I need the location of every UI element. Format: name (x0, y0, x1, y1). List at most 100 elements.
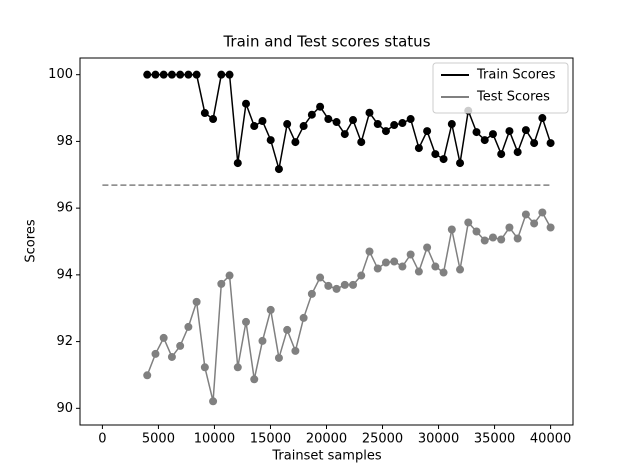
y-tick-label: 92 (56, 334, 73, 349)
data-point (456, 159, 465, 168)
data-point (497, 235, 506, 244)
legend-label: Test Scores (476, 90, 550, 105)
data-point (447, 120, 456, 129)
x-tick-label: 10000 (194, 432, 235, 447)
data-point (431, 262, 440, 271)
data-point (357, 138, 366, 147)
x-tick-label: 20000 (306, 432, 347, 447)
data-point (365, 108, 374, 117)
data-point (488, 233, 497, 242)
data-point (217, 70, 226, 79)
y-tick-label: 98 (56, 134, 73, 149)
data-point (480, 136, 489, 145)
x-tick-label: 30000 (418, 432, 459, 447)
data-point (143, 371, 152, 380)
y-tick-label: 94 (56, 267, 73, 282)
y-axis-label: Scores (24, 219, 39, 262)
data-point (217, 279, 226, 288)
data-point (340, 280, 349, 289)
data-point (151, 70, 160, 79)
data-point (291, 346, 300, 355)
data-point (299, 313, 308, 322)
data-point (184, 70, 193, 79)
data-point (242, 99, 251, 108)
data-point (398, 119, 407, 128)
data-point (159, 70, 168, 79)
data-point (349, 116, 358, 125)
data-point (538, 114, 547, 123)
data-point (283, 120, 292, 129)
data-point (274, 165, 283, 174)
data-point (192, 70, 201, 79)
x-tick-label: 25000 (362, 432, 403, 447)
y-tick-label: 100 (48, 67, 73, 82)
legend: Train Scores Test Scores (432, 62, 569, 114)
data-point (143, 70, 152, 79)
data-point (423, 243, 432, 252)
data-point (340, 130, 349, 139)
data-point (316, 102, 325, 111)
data-point (472, 227, 481, 236)
x-axis-label: Trainset samples (271, 449, 381, 464)
data-point (546, 139, 555, 148)
data-point (349, 280, 358, 289)
data-point (225, 70, 234, 79)
data-point (200, 109, 209, 118)
data-point (233, 363, 242, 372)
data-point (242, 317, 251, 326)
data-point (497, 150, 506, 159)
data-point (316, 273, 325, 282)
y-tick-label: 96 (56, 201, 73, 216)
data-point (283, 325, 292, 334)
data-point (307, 289, 316, 298)
data-point (414, 267, 423, 276)
data-point (274, 353, 283, 362)
data-point (406, 115, 415, 124)
data-point (192, 297, 201, 306)
data-point (447, 225, 456, 234)
data-point (464, 218, 473, 227)
data-point (390, 121, 399, 130)
data-point (505, 223, 514, 232)
data-point (176, 70, 185, 79)
data-point (530, 219, 539, 228)
data-point (233, 159, 242, 168)
data-point (167, 70, 176, 79)
data-point (365, 247, 374, 256)
data-point (373, 264, 382, 273)
data-point (225, 271, 234, 280)
data-point (521, 210, 530, 219)
data-point (431, 150, 440, 159)
data-point (332, 118, 341, 127)
data-point (456, 265, 465, 274)
x-tick-label: 15000 (250, 432, 291, 447)
data-point (176, 341, 185, 350)
data-point (472, 128, 481, 137)
data-point (381, 258, 390, 267)
x-tick-label: 40000 (530, 432, 571, 447)
data-point (398, 262, 407, 271)
plot-frame (79, 57, 574, 426)
data-point (299, 122, 308, 131)
x-tick-label: 0 (98, 432, 106, 447)
data-point (291, 138, 300, 147)
data-point (538, 208, 547, 217)
data-point (439, 268, 448, 277)
data-point (332, 284, 341, 293)
data-point (324, 281, 333, 290)
data-point (266, 136, 275, 145)
data-point (480, 236, 489, 245)
data-point (521, 126, 530, 135)
data-point (406, 250, 415, 259)
data-point (423, 127, 432, 136)
x-tick-label: 5000 (142, 432, 175, 447)
data-point (258, 117, 267, 126)
data-point (200, 363, 209, 372)
data-point (266, 305, 275, 314)
data-point (324, 115, 333, 124)
data-point (513, 148, 522, 157)
data-point (488, 130, 497, 139)
data-point (250, 122, 259, 131)
legend-label: Train Scores (476, 68, 556, 83)
